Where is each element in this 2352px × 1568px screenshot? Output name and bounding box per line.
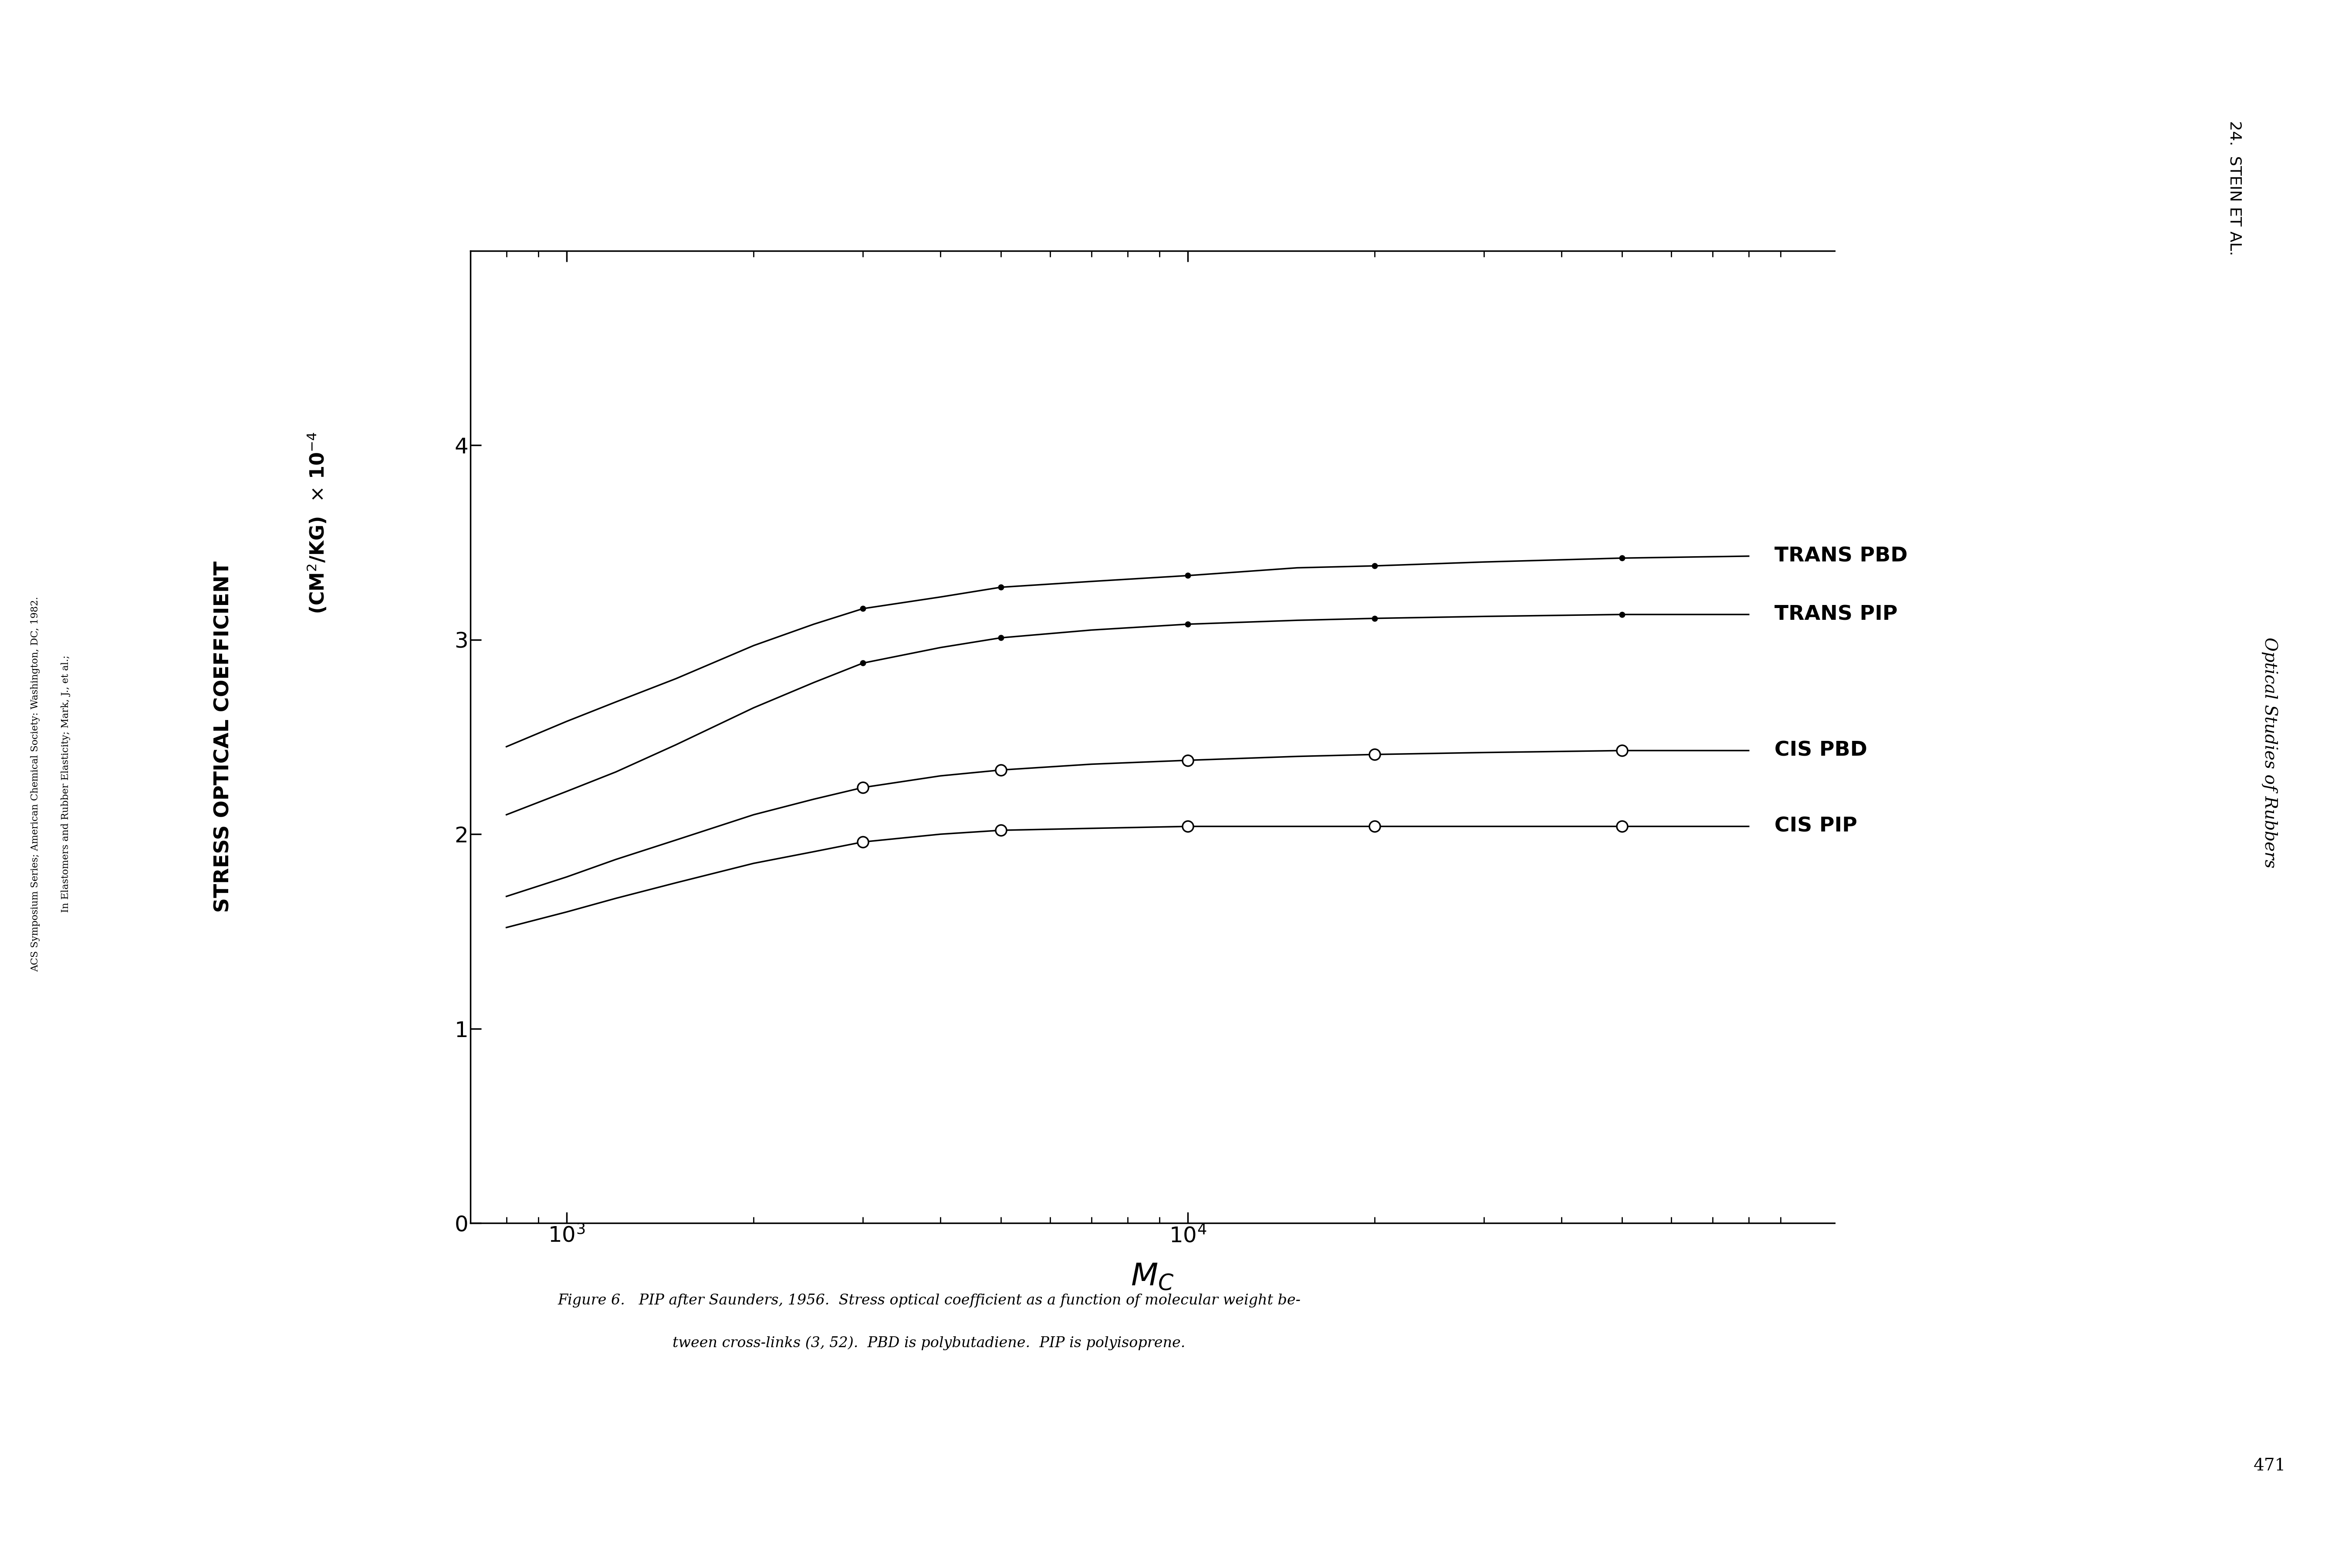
Text: TRANS PIP: TRANS PIP — [1773, 605, 1898, 624]
Text: 471: 471 — [2253, 1458, 2286, 1474]
Text: Figure 6.   PIP after Saunders, 1956.  Stress optical coefficient as a function : Figure 6. PIP after Saunders, 1956. Stre… — [557, 1294, 1301, 1308]
Text: In Elastomers and Rubber Elasticity; Mark, J., et al.;: In Elastomers and Rubber Elasticity; Mar… — [61, 655, 71, 913]
Text: TRANS PBD: TRANS PBD — [1773, 546, 1907, 566]
X-axis label: $M_C$: $M_C$ — [1131, 1262, 1174, 1292]
Text: (CM$^2$/KG)  $\times$ 10$^{-4}$: (CM$^2$/KG) $\times$ 10$^{-4}$ — [306, 431, 329, 615]
Text: STRESS OPTICAL COEFFICIENT: STRESS OPTICAL COEFFICIENT — [214, 561, 233, 913]
Text: 24.  STEIN ET AL.: 24. STEIN ET AL. — [2227, 121, 2241, 256]
Text: ACS Symposium Series; American Chemical Society: Washington, DC, 1982.: ACS Symposium Series; American Chemical … — [31, 596, 40, 972]
Text: CIS PBD: CIS PBD — [1773, 740, 1867, 760]
Text: tween cross-links (3, 52).  PBD is polybutadiene.  PIP is polyisoprene.: tween cross-links (3, 52). PBD is polybu… — [673, 1336, 1185, 1350]
Text: CIS PIP: CIS PIP — [1773, 817, 1858, 836]
Text: Optical Studies of Rubbers: Optical Studies of Rubbers — [2263, 637, 2277, 869]
